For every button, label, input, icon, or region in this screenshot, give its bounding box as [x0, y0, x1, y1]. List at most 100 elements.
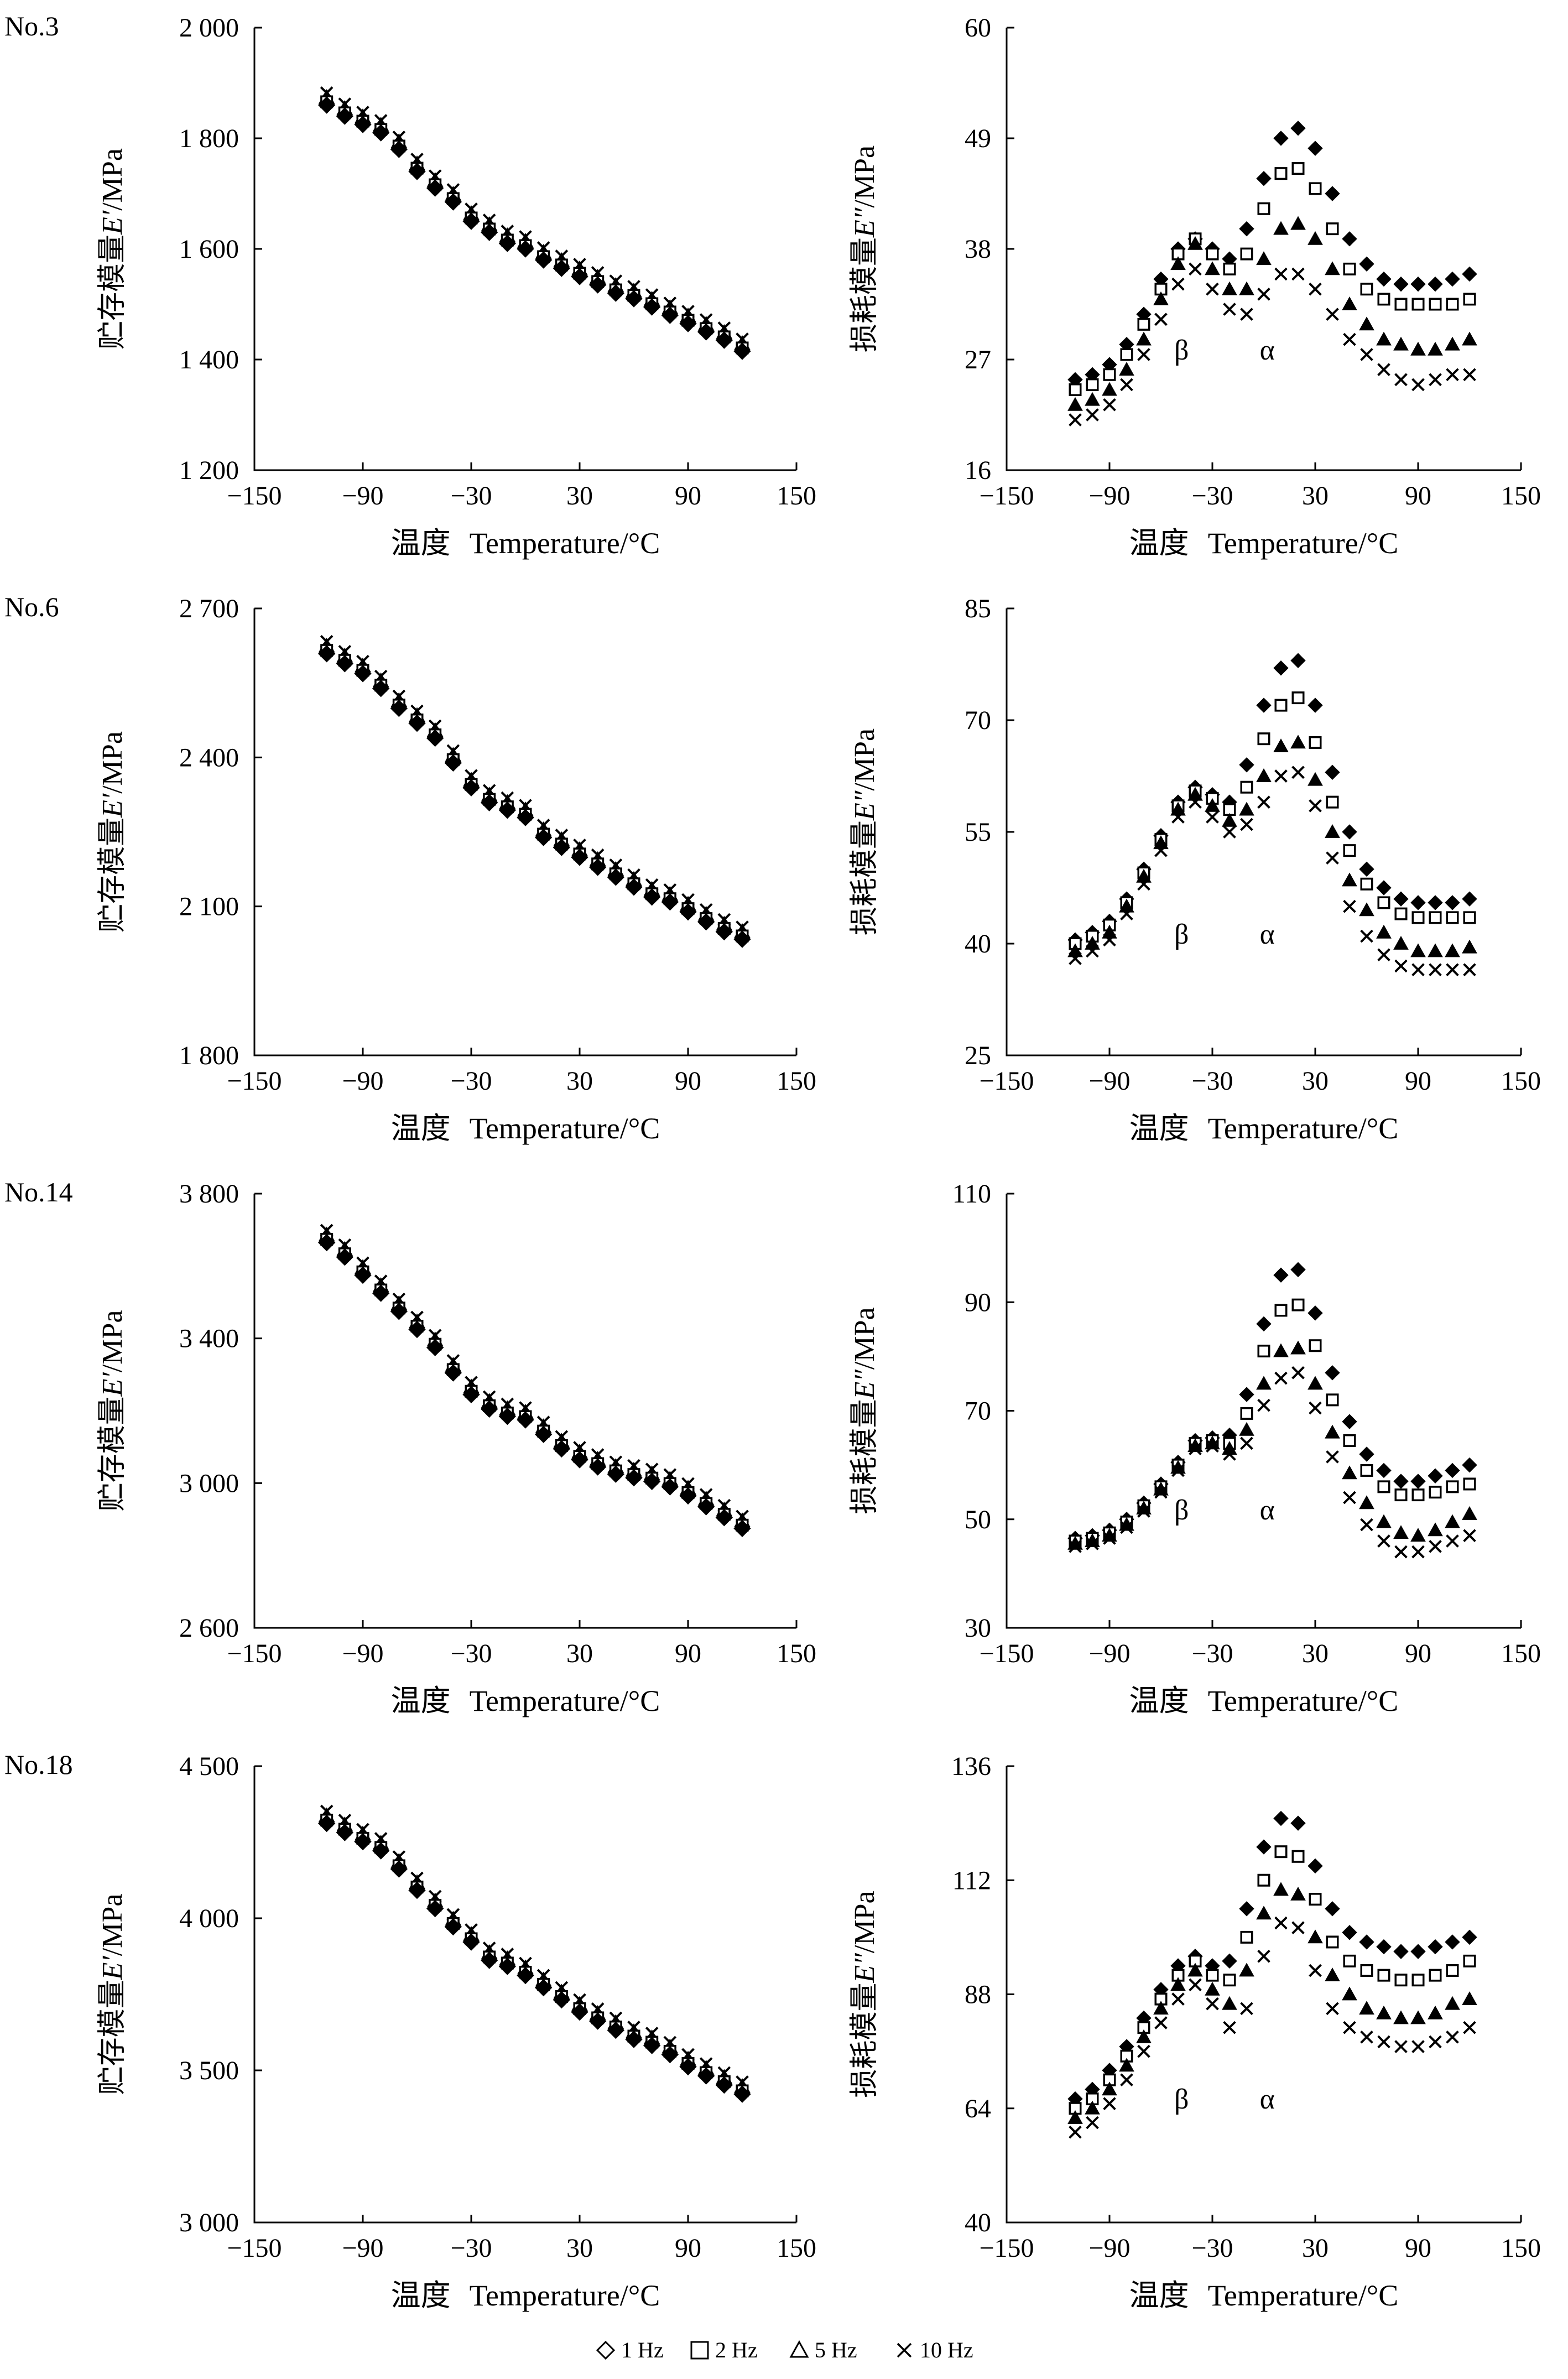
data-point: [1377, 896, 1390, 909]
data-point: [426, 1339, 444, 1356]
y-tick-label: 38: [965, 235, 991, 264]
data-point: [1376, 271, 1392, 287]
legend-label: 5 Hz: [815, 2338, 857, 2362]
data-points: [1067, 121, 1477, 426]
data-point: [1411, 963, 1425, 976]
x-tick-label: 30: [566, 1639, 593, 1668]
data-point: [1393, 935, 1409, 950]
data-point: [733, 2085, 751, 2103]
data-point: [697, 323, 715, 341]
data-point: [643, 298, 661, 316]
data-point: [517, 1411, 534, 1429]
data-points: [1067, 653, 1477, 976]
data-point: [1291, 1921, 1305, 1935]
y-axis-title-symbol: E′: [97, 1372, 128, 1397]
data-point: [1256, 768, 1272, 782]
data-point: [661, 306, 679, 324]
data-point: [1256, 697, 1272, 713]
data-point: [1393, 1525, 1409, 1539]
x-tick-label: −90: [1088, 1066, 1130, 1096]
data-point: [534, 1979, 553, 1997]
data-point: [1153, 291, 1169, 305]
data-point: [1377, 293, 1390, 306]
y-tick-label: 55: [965, 818, 991, 847]
data-point: [1360, 877, 1373, 891]
x-tick-label: −90: [1088, 2234, 1130, 2263]
data-point: [1463, 963, 1476, 976]
data-point: [1377, 1969, 1390, 1982]
data-point: [1445, 895, 1460, 910]
storage-modulus-panel: No.18 3 000 3 500 4 000 4 500 −150 −90 −30 30 90 1…: [4, 1749, 816, 2312]
data-point: [661, 1478, 679, 1496]
y-tick-label: 60: [965, 13, 991, 43]
x-axis-title-en: Temperature/°C: [470, 1112, 660, 1145]
data-point: [1309, 182, 1322, 195]
data-point: [1291, 1366, 1305, 1379]
data-point: [480, 1951, 498, 1969]
cross-legend-marker: [897, 2342, 912, 2358]
data-point: [1463, 2021, 1476, 2034]
data-point: [317, 645, 336, 663]
data-point: [1086, 1537, 1099, 1550]
data-point: [715, 331, 733, 349]
alpha-peak-label: α: [1260, 335, 1275, 366]
data-point: [1240, 780, 1253, 794]
x-tick-label: −90: [1088, 1639, 1130, 1668]
data-point: [553, 839, 571, 856]
x-tick-label: 90: [675, 2234, 701, 2263]
data-point: [1411, 1974, 1425, 1987]
y-tick-label: 90: [965, 1288, 991, 1317]
data-point: [1240, 1930, 1253, 1944]
loss-modulus-panel: 40 64 88 112 136 −150 −90 −30 30 90 150 温度 Temperatu…: [849, 1752, 1541, 2312]
x-axis-title: 温度 Temperature/°C: [391, 527, 660, 560]
data-point: [1394, 1545, 1408, 1559]
data-point: [1154, 844, 1168, 857]
data-point: [1411, 2040, 1425, 2053]
data-point: [1273, 1343, 1289, 1357]
data-point: [1446, 1534, 1459, 1548]
data-point: [1223, 303, 1236, 316]
data-point: [1223, 825, 1236, 839]
data-point: [1411, 1488, 1425, 1502]
data-point: [1343, 844, 1356, 857]
data-point: [1290, 735, 1306, 749]
data-point: [1326, 1450, 1339, 1464]
beta-peak-label: β: [1174, 919, 1189, 950]
x-tick-label: 150: [1501, 481, 1541, 511]
data-point: [317, 96, 336, 114]
data-point: [553, 1440, 571, 1458]
data-point: [517, 1966, 534, 1985]
data-point: [444, 754, 462, 772]
y-axis-title: 损耗模量E″/MPa: [849, 1891, 881, 2097]
y-axis-title-cn: 损耗模量: [849, 1983, 881, 2098]
data-point: [408, 1320, 426, 1339]
data-point: [1256, 1906, 1272, 1920]
data-point: [1360, 2031, 1373, 2044]
data-point: [1359, 256, 1374, 272]
x-tick-label: −30: [450, 1639, 492, 1668]
data-point: [1462, 939, 1477, 954]
data-point: [444, 1918, 462, 1936]
data-point: [1326, 2002, 1339, 2016]
legend-label: 10 Hz: [920, 2338, 973, 2362]
y-tick-label: 3 000: [179, 1469, 239, 1498]
x-axis-title-cn: 温度: [1129, 527, 1189, 560]
axis-lines: [1006, 1766, 1521, 2224]
data-point: [1428, 341, 1443, 356]
data-point: [372, 1284, 390, 1302]
data-points: [317, 1804, 751, 2103]
x-axis-title-en: Temperature/°C: [470, 527, 660, 560]
y-axis-title-cn: 贮存模量: [97, 1396, 128, 1511]
data-point: [1206, 1997, 1219, 2011]
data-point: [1240, 818, 1253, 831]
x-axis-title-cn: 温度: [1129, 2279, 1189, 2312]
data-point: [607, 1465, 625, 1483]
data-point: [1291, 1298, 1305, 1311]
data-point: [588, 858, 607, 876]
data-point: [1136, 2029, 1152, 2043]
data-point: [1223, 2021, 1236, 2034]
data-point: [480, 1400, 498, 1418]
x-tick-label: −30: [1191, 1639, 1233, 1668]
data-point: [1429, 1539, 1442, 1553]
